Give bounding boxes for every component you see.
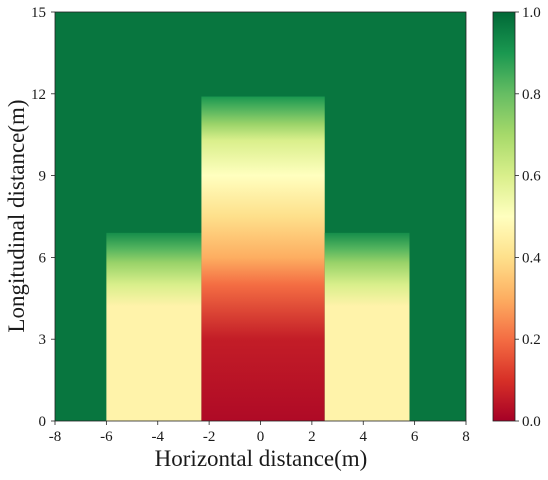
x-tick-label: -4 [152,429,165,445]
colorbar: 0.0 0.2 0.4 0.6 0.8 1.0 [492,5,541,430]
x-tick-label: -2 [203,429,216,445]
colorbar-tick-label: 0.4 [522,250,541,266]
x-tick-label: 4 [360,429,368,445]
x-tick-label: 6 [411,429,419,445]
x-tick-label: 8 [462,429,470,445]
colorbar-tick-label: 0.8 [522,87,541,103]
y-axis-label: Longitudinal distance(m) [4,99,29,332]
y-tick-label: 6 [39,250,47,266]
heatmap-region-right-block [324,232,410,421]
x-axis-label: Horizontal distance(m) [155,446,368,471]
y-tick-label: 0 [39,414,47,430]
y-tick-label: 12 [31,87,46,103]
heatmap-region-center-block [201,96,325,421]
x-tick-label: 0 [257,429,265,445]
y-tick-label: 3 [39,332,47,348]
colorbar-tick-label: 0.2 [522,332,541,348]
heatmap-regions [106,96,410,421]
colorbar-tick-label: 1.0 [522,5,541,21]
colorbar-gradient [492,11,516,422]
colorbar-tick-label: 0.6 [522,169,541,185]
x-tick-label: 2 [308,429,316,445]
axes: -8 -6 -4 -2 0 2 4 6 8 0 3 6 9 12 15 [31,5,470,445]
y-tick-label: 15 [31,5,46,21]
y-tick-label: 9 [39,169,47,185]
x-tick-label: -6 [100,429,113,445]
colorbar-tick-label: 0.0 [522,414,541,430]
x-tick-label: -8 [49,429,62,445]
heatmap-region-left-block [106,232,202,421]
